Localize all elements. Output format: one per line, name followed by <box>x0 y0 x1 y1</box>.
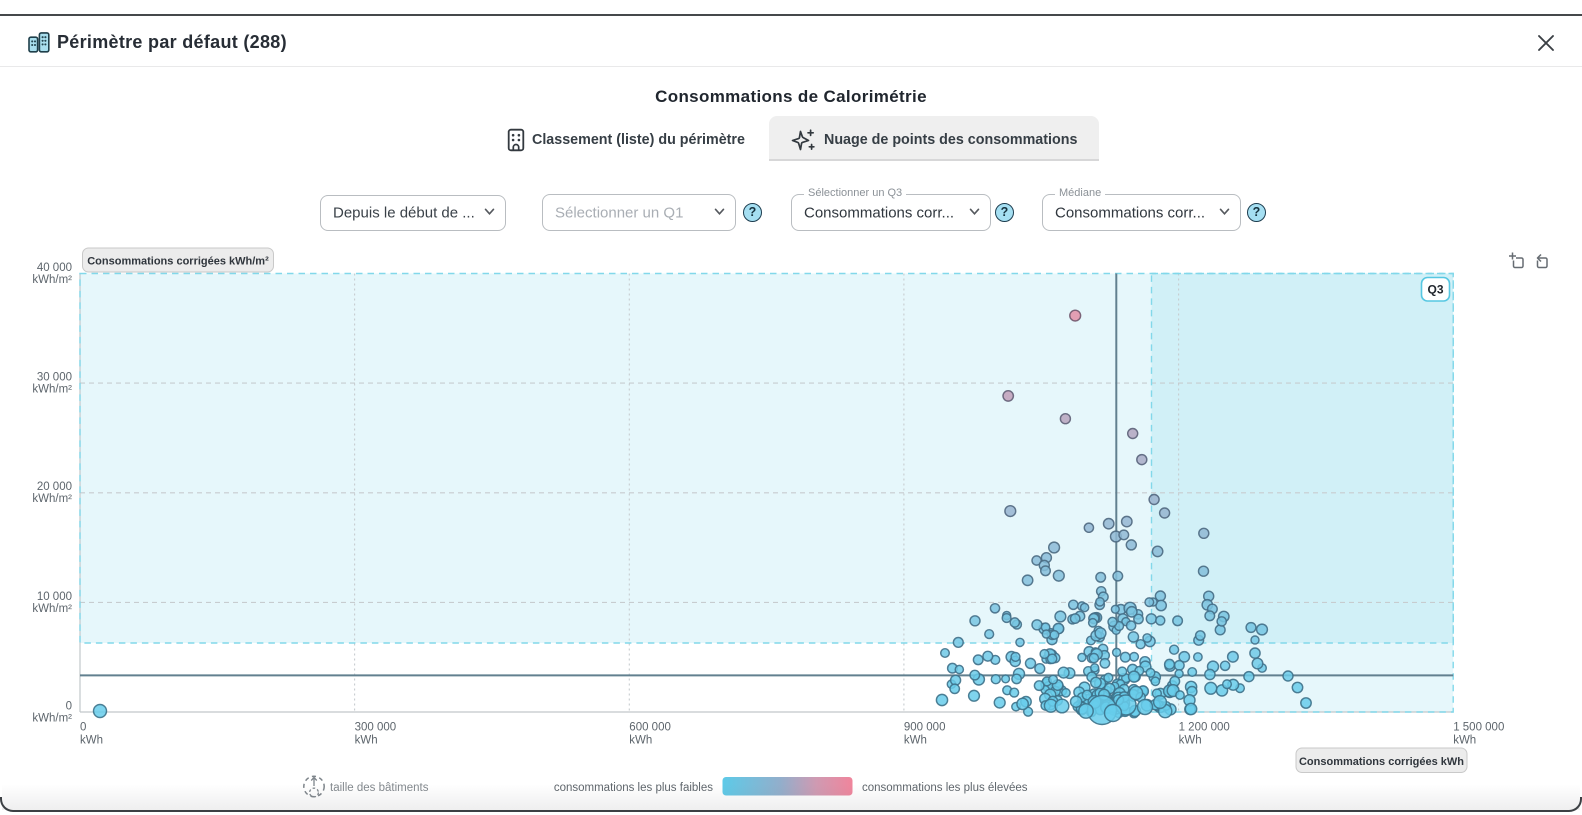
svg-text:kWh/m²: kWh/m² <box>32 603 72 615</box>
svg-text:kWh/m²: kWh/m² <box>32 493 72 505</box>
svg-text:Consommations corrigées kWh/m²: Consommations corrigées kWh/m² <box>87 256 269 268</box>
svg-text:consommations les plus faibles: consommations les plus faibles <box>554 782 713 794</box>
svg-text:kWh: kWh <box>80 735 103 747</box>
svg-text:300 000: 300 000 <box>355 722 397 734</box>
svg-text:kWh/m²: kWh/m² <box>32 274 72 286</box>
svg-text:900 000: 900 000 <box>904 722 946 734</box>
svg-text:taille des bâtiments: taille des bâtiments <box>330 782 429 794</box>
svg-text:1 200 000: 1 200 000 <box>1179 722 1230 734</box>
svg-text:30 000: 30 000 <box>37 372 72 384</box>
svg-text:kWh: kWh <box>629 735 652 747</box>
svg-text:20 000: 20 000 <box>37 481 72 493</box>
svg-text:40 000: 40 000 <box>37 262 72 274</box>
svg-text:10 000: 10 000 <box>37 591 72 603</box>
svg-text:kWh: kWh <box>1179 735 1202 747</box>
svg-text:Q3: Q3 <box>1427 283 1443 297</box>
svg-text:0: 0 <box>80 722 86 734</box>
svg-text:kWh: kWh <box>355 735 378 747</box>
svg-text:Consommations corrigées kWh: Consommations corrigées kWh <box>1299 756 1464 768</box>
svg-text:consommations les plus élevées: consommations les plus élevées <box>862 782 1028 794</box>
svg-text:kWh: kWh <box>904 735 927 747</box>
svg-text:0: 0 <box>66 701 72 713</box>
svg-text:kWh/m²: kWh/m² <box>32 384 72 396</box>
svg-text:kWh: kWh <box>1453 735 1476 747</box>
svg-text:kWh/m²: kWh/m² <box>32 713 72 725</box>
svg-text:600 000: 600 000 <box>629 722 671 734</box>
svg-text:1 500 000: 1 500 000 <box>1453 722 1504 734</box>
